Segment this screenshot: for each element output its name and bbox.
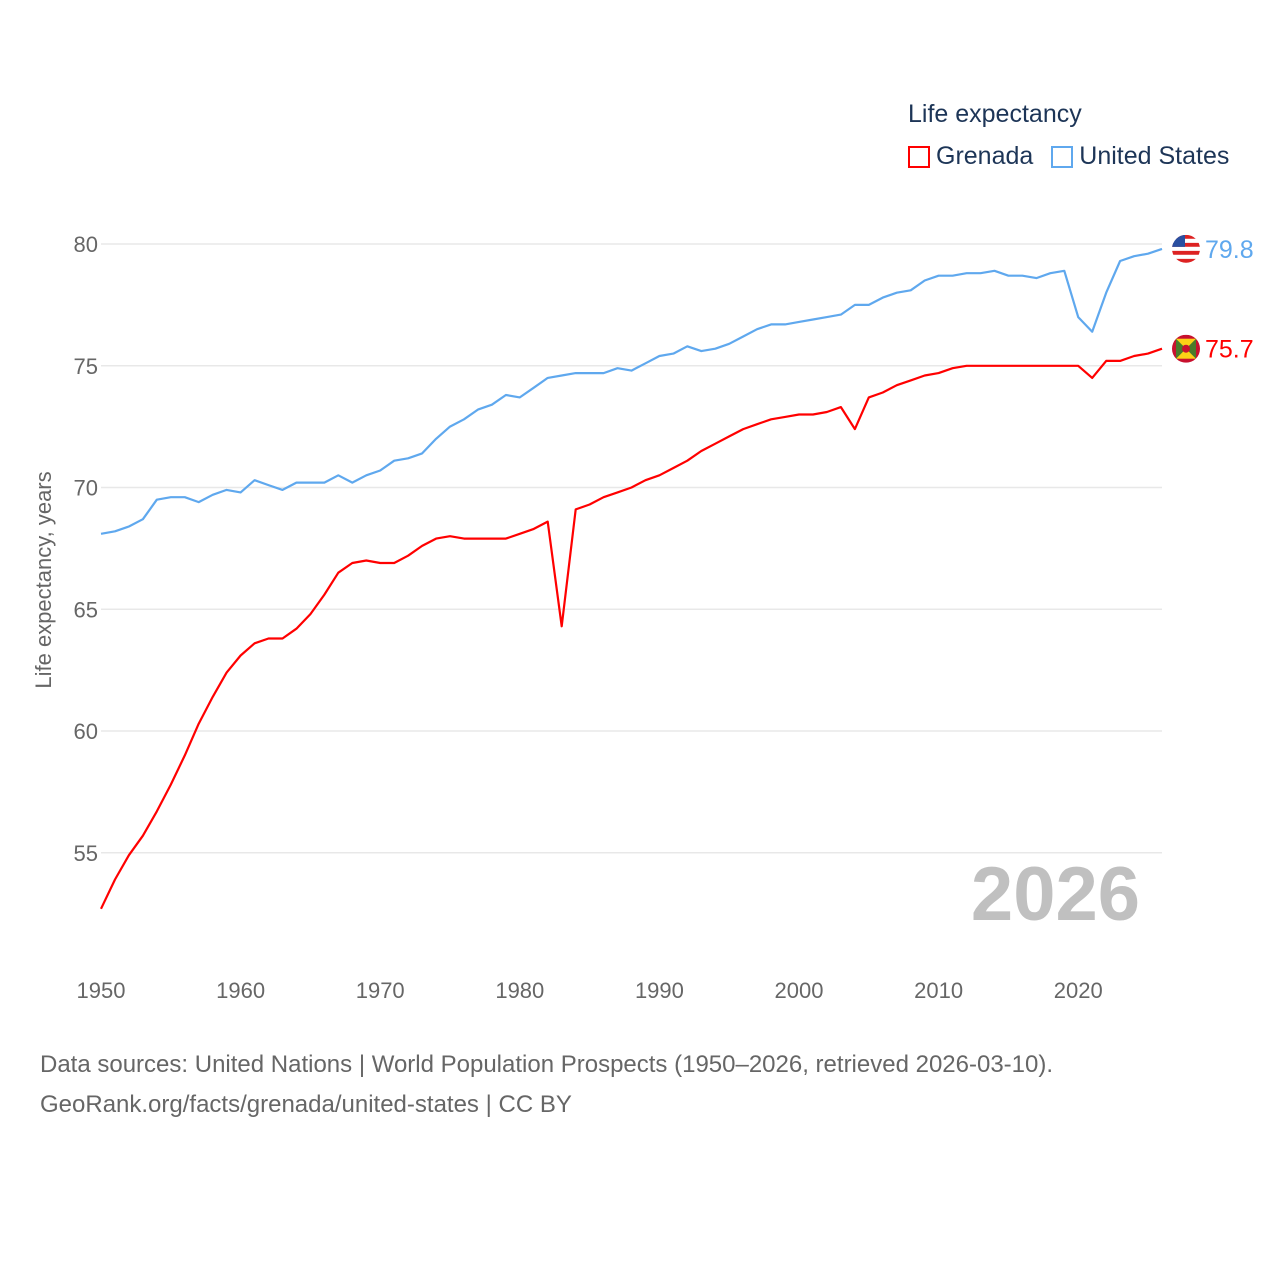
flag-stripe <box>1172 238 1200 243</box>
end-value-label: 75.7 <box>1205 336 1254 364</box>
series-line-united-states <box>100 247 1163 535</box>
legend-swatch-united-states <box>1051 145 1074 168</box>
legend-label-united-states: United States <box>1079 142 1230 170</box>
flag-stripe <box>1172 246 1200 251</box>
x-tick-label: 1950 <box>77 978 126 1003</box>
y-tick-label: 70 <box>74 476 98 501</box>
flag-stripe <box>1172 250 1200 255</box>
source-line-2[interactable]: GeoRank.org/facts/grenada/united-states … <box>40 1091 572 1118</box>
grenada-flag-icon <box>1172 334 1200 363</box>
y-axis-label: Life expectancy, years <box>31 471 56 688</box>
legend-title: Life expectancy <box>908 100 1082 128</box>
source-line-1: Data sources: United Nations | World Pop… <box>40 1051 1054 1078</box>
end-value-label: 79.8 <box>1205 236 1254 264</box>
flag-stripe <box>1172 258 1200 263</box>
flag-stripe <box>1172 242 1200 247</box>
series-line-grenada <box>100 347 1163 910</box>
flag-center <box>1182 344 1190 353</box>
y-tick-label: 55 <box>74 841 98 866</box>
y-tick-label: 60 <box>74 719 98 744</box>
x-tick-label: 1970 <box>356 978 405 1003</box>
x-tick-label: 2010 <box>914 978 963 1003</box>
y-tick-label: 75 <box>74 354 98 379</box>
x-tick-label: 1960 <box>216 978 265 1003</box>
x-tick-label: 1990 <box>635 978 684 1003</box>
legend-item-grenada[interactable]: Grenada <box>908 142 1033 171</box>
flag-stripe <box>1172 234 1200 239</box>
legend-item-united-states[interactable]: United States <box>1051 142 1229 171</box>
us-flag-icon <box>1172 234 1200 263</box>
x-tick-label: 2000 <box>775 978 824 1003</box>
legend: Grenada United States <box>908 142 1229 171</box>
x-tick-label: 1980 <box>495 978 544 1003</box>
y-tick-label: 80 <box>74 232 98 257</box>
y-tick-label: 65 <box>74 597 98 622</box>
flag-canton <box>1172 234 1185 247</box>
year-watermark: 2026 <box>971 852 1140 937</box>
x-tick-label: 2020 <box>1054 978 1103 1003</box>
legend-label-grenada: Grenada <box>936 142 1034 170</box>
source-note: Data sources: United Nations | World Pop… <box>40 1045 1053 1125</box>
flag-stripe <box>1172 254 1200 259</box>
legend-swatch-grenada <box>908 145 930 168</box>
